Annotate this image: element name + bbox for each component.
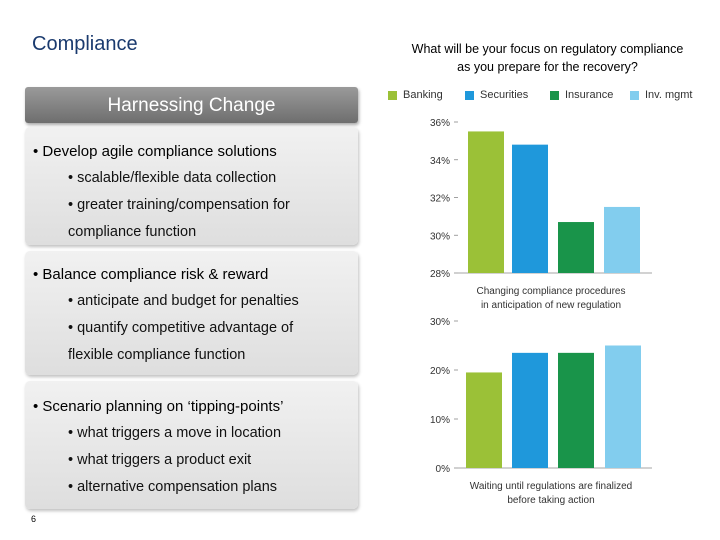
y-tick-label: 20% [430, 366, 450, 377]
legend-label: Inv. mgmt [645, 89, 693, 101]
bar-banking [466, 372, 502, 468]
panel-item: compliance function [68, 224, 197, 240]
y-tick-label: 28% [430, 269, 450, 280]
chart-caption-line: in anticipation of new regulation [481, 300, 621, 311]
y-tick-label: 30% [430, 231, 450, 242]
legend-swatch [465, 91, 474, 100]
bar-securities [512, 144, 548, 273]
legend-label: Banking [403, 89, 443, 101]
legend-swatch [550, 91, 559, 100]
survey-question: What will be your focus on regulatory co… [375, 40, 720, 76]
y-tick-label: 30% [430, 317, 450, 328]
panel-item: • greater training/compensation for [68, 197, 290, 213]
legend-swatch [388, 91, 397, 100]
bar-banking [468, 131, 504, 273]
page-number: 6 [31, 514, 37, 524]
bar-inv-mgmt [605, 345, 641, 468]
panel-heading: • Develop agile compliance solutions [33, 143, 277, 160]
panel-item: • quantify competitive advantage of [68, 320, 294, 336]
panel-item: • what triggers a move in location [68, 425, 282, 441]
panel-item: flexible compliance function [68, 347, 246, 363]
panel-heading: • Scenario planning on ‘tipping-points’ [33, 398, 284, 415]
bar-insurance [558, 352, 594, 468]
panel-agile-compliance: • Develop agile compliance solutions • s… [25, 127, 358, 245]
y-tick-label: 36% [430, 118, 450, 129]
panel-risk-reward: • Balance compliance risk & reward • ant… [25, 251, 358, 375]
panel-item: • alternative compensation plans [68, 479, 278, 495]
chart-legend: Banking Securities Insurance Inv. mgmt [385, 89, 715, 103]
legend-label: Insurance [565, 89, 614, 101]
legend-label: Securities [480, 89, 529, 101]
bar-securities [512, 352, 548, 468]
question-line: as you prepare for the recovery? [457, 60, 638, 74]
harnessing-change-header: Harnessing Change [25, 87, 358, 123]
slide-title: Compliance [32, 33, 138, 55]
y-tick-label: 10% [430, 415, 450, 426]
chart-caption-line: Waiting until regulations are finalized [470, 481, 633, 492]
bar-inv-mgmt [604, 206, 640, 273]
question-line: What will be your focus on regulatory co… [411, 42, 684, 56]
legend-swatch [630, 91, 639, 100]
panel-item: • anticipate and budget for penalties [68, 293, 299, 309]
chart-caption-line: Changing compliance procedures [477, 286, 626, 297]
chart-caption-line: before taking action [507, 495, 594, 506]
panel-item: • scalable/flexible data collection [68, 170, 277, 186]
y-tick-label: 32% [430, 194, 450, 205]
panel-heading: • Balance compliance risk & reward [33, 266, 269, 283]
panel-item: • what triggers a product exit [68, 452, 252, 468]
y-tick-label: 0% [436, 464, 451, 475]
bar-insurance [558, 222, 594, 273]
y-tick-label: 34% [430, 156, 450, 167]
panel-scenario-planning: • Scenario planning on ‘tipping-points’ … [25, 381, 358, 509]
